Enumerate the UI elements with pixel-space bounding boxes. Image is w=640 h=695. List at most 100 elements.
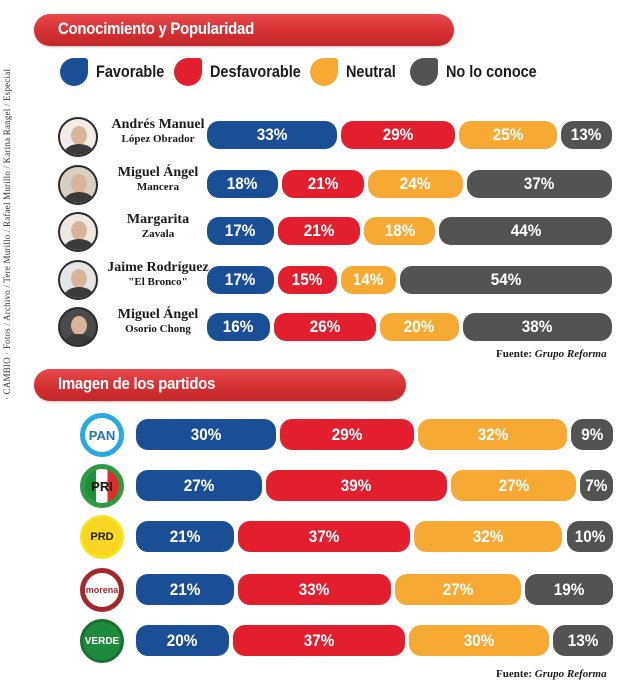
- bar-segment-desfavorable: 39%: [265, 470, 447, 501]
- candidate-photo: [58, 117, 98, 157]
- bar-segment-desfavorable: 29%: [279, 419, 415, 450]
- candidate-last-name: Zavala: [141, 228, 175, 240]
- bar-segment-favorable: 21%: [136, 574, 234, 605]
- bar-segment-favorable: 33%: [207, 121, 337, 149]
- data-label: 33%: [299, 579, 330, 599]
- candidate: Miguel Ángel Osorio Chong: [58, 307, 206, 353]
- source-note-1: Fuente: Grupo Reforma: [496, 348, 607, 360]
- data-label: 33%: [256, 125, 288, 144]
- bar-segment-desfavorable: 37%: [233, 625, 406, 656]
- section-banner-parties: Imagen de los partidos: [34, 369, 406, 401]
- candidate-photo: [58, 212, 98, 252]
- bar-segment-favorable: 16%: [207, 313, 270, 341]
- data-label: 44%: [510, 221, 541, 240]
- data-label: 13%: [567, 630, 599, 650]
- bar-segment-no-lo-conoce: 44%: [439, 217, 612, 245]
- data-label: 37%: [303, 630, 335, 650]
- source-note-2: Fuente: Grupo Reforma: [496, 668, 607, 680]
- bar-segment-desfavorable: 21%: [281, 170, 365, 198]
- desfavorable-swatch-icon: [174, 58, 202, 86]
- party-name: VERDE: [84, 635, 120, 647]
- candidate-name: Andrés Manuel López Obrador: [102, 117, 214, 146]
- bar-segment-neutral: 14%: [340, 266, 396, 294]
- bar-row: 21% 33% 27% 19%: [136, 574, 613, 605]
- face-shape: [71, 269, 87, 288]
- data-label: 38%: [521, 317, 553, 336]
- section-banner-popularity: Conocimiento y Popularidad: [34, 14, 454, 46]
- bar-segment-no-lo-conoce: 10%: [566, 521, 613, 552]
- candidate-photo: [58, 307, 98, 347]
- party-name: PRI: [91, 478, 113, 494]
- candidate-name: Miguel Ángel Mancera: [102, 165, 214, 194]
- bar-segment-desfavorable: 21%: [277, 217, 361, 245]
- data-label: 18%: [384, 221, 416, 240]
- party-name: PAN: [88, 427, 116, 443]
- source-name: Grupo Reforma: [534, 348, 607, 360]
- party-logo-morena: morena: [80, 568, 124, 612]
- data-label: 20%: [167, 630, 198, 650]
- data-label: 16%: [223, 317, 254, 336]
- legend-label: Neutral: [346, 62, 396, 81]
- data-label: 27%: [498, 475, 529, 495]
- candidate-last-name: "El Bronco": [128, 276, 188, 288]
- data-label: 30%: [190, 424, 222, 444]
- candidate-name: Margarita Zavala: [102, 212, 214, 241]
- data-label: 29%: [331, 424, 363, 444]
- data-label: 13%: [571, 125, 602, 144]
- data-label: 7%: [585, 475, 608, 495]
- bar-row: 16% 26% 20% 38%: [207, 313, 612, 341]
- bar-segment-neutral: 20%: [380, 313, 459, 341]
- legend-item-desfavorable: Desfavorable: [174, 58, 317, 86]
- bar-segment-neutral: 30%: [409, 625, 549, 656]
- bar-segment-favorable: 27%: [136, 470, 262, 501]
- candidate-last-name: López Obrador: [121, 133, 195, 145]
- data-label: 27%: [442, 579, 474, 599]
- no-lo-conoce-swatch-icon: [410, 58, 438, 86]
- data-label: 21%: [307, 174, 339, 193]
- bar-segment-no-lo-conoce: 37%: [466, 170, 612, 198]
- bar-segment-favorable: 30%: [136, 419, 276, 450]
- data-label: 32%: [477, 424, 509, 444]
- legend-label: Favorable: [96, 62, 165, 81]
- candidate: Andrés Manuel López Obrador: [58, 117, 206, 163]
- bar-segment-no-lo-conoce: 7%: [580, 470, 613, 501]
- section-title: Imagen de los partidos: [58, 374, 216, 393]
- neutral-swatch-icon: [310, 58, 338, 86]
- data-label: 10%: [574, 526, 606, 546]
- bar-row: 18% 21% 24% 37%: [207, 170, 612, 198]
- data-label: 54%: [490, 270, 522, 289]
- data-label: 17%: [225, 221, 256, 240]
- data-label: 14%: [352, 270, 384, 289]
- legend-item-no-lo-conoce: No lo conoce: [410, 58, 553, 86]
- legend-label: Desfavorable: [210, 62, 301, 81]
- bar-segment-neutral: 32%: [413, 521, 563, 552]
- bar-segment-neutral: 27%: [450, 470, 577, 501]
- bar-segment-neutral: 25%: [458, 121, 557, 149]
- legend-item-neutral: Neutral: [310, 58, 405, 86]
- candidate-first-name: Jaime Rodríguez: [107, 260, 209, 275]
- candidate-first-name: Miguel Ángel: [117, 165, 199, 180]
- party-logo-verde: VERDE: [80, 619, 124, 663]
- bar-row: 17% 15% 14% 54%: [207, 266, 612, 294]
- face-shape: [71, 221, 87, 240]
- bar-row: 21% 37% 32% 10%: [136, 521, 613, 552]
- bar-segment-no-lo-conoce: 13%: [560, 121, 612, 149]
- face-shape: [71, 316, 87, 335]
- bar-segment-desfavorable: 29%: [340, 121, 455, 149]
- suit-shape: [64, 334, 94, 345]
- suit-shape: [64, 239, 94, 250]
- bar-segment-desfavorable: 15%: [277, 266, 337, 294]
- data-label: 39%: [340, 475, 372, 495]
- face-shape: [71, 174, 87, 193]
- bar-segment-desfavorable: 26%: [273, 313, 377, 341]
- candidate: Margarita Zavala: [58, 212, 206, 258]
- data-label: 9%: [580, 424, 604, 444]
- suit-shape: [64, 144, 94, 155]
- candidate-name: Jaime Rodríguez "El Bronco": [102, 260, 214, 289]
- bar-segment-neutral: 24%: [368, 170, 463, 198]
- candidate-first-name: Miguel Ángel: [117, 307, 199, 322]
- bar-row: 17% 21% 18% 44%: [207, 217, 612, 245]
- bar-segment-favorable: 17%: [207, 217, 274, 245]
- bar-row: 20% 37% 30% 13%: [136, 625, 613, 656]
- party-logo-pri: PRI: [80, 464, 124, 508]
